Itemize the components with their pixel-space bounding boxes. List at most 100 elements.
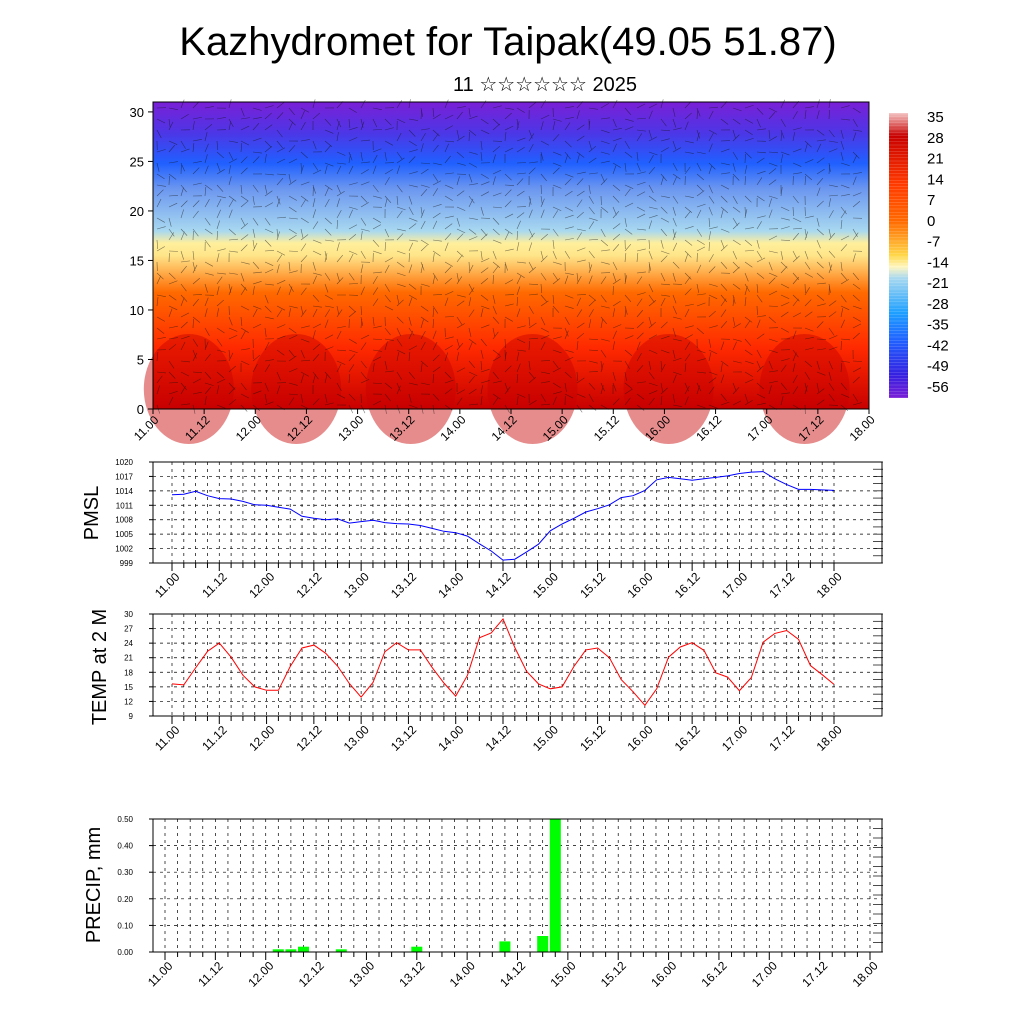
wind-barb — [756, 195, 765, 202]
wind-barb — [816, 338, 827, 340]
wind-barb — [828, 184, 838, 188]
wind-barb — [360, 342, 367, 351]
wind-barb — [480, 349, 484, 359]
wind-barb — [576, 377, 585, 384]
wind-barb — [780, 206, 790, 212]
wind-barb — [432, 341, 438, 351]
wind-barb — [420, 128, 430, 131]
wind-barb — [624, 294, 632, 302]
wind-barb — [468, 360, 476, 369]
wind-barb — [828, 210, 834, 219]
wind-barb — [636, 117, 646, 120]
wind-barb — [816, 187, 821, 197]
wind-barb — [804, 311, 813, 318]
wind-barb — [408, 118, 418, 121]
wind-barb — [552, 184, 562, 189]
wind-barb — [540, 283, 543, 293]
wind-barb — [252, 116, 262, 120]
wind-barb — [588, 195, 594, 204]
wind-barb — [156, 294, 166, 297]
wind-barb — [732, 360, 742, 364]
wind-barb — [372, 107, 382, 110]
wind-barb — [396, 165, 401, 175]
wind-barb — [468, 371, 478, 377]
wind-barb — [744, 151, 752, 159]
wind-barb — [576, 247, 586, 252]
wind-barb — [768, 162, 778, 167]
wind-barb — [156, 246, 165, 252]
wind-barb — [336, 305, 340, 315]
wind-barb — [540, 272, 547, 281]
wind-barb — [852, 132, 857, 142]
wind-barb — [648, 250, 653, 260]
wind-barb — [672, 231, 677, 241]
wind-barb — [360, 202, 369, 208]
wind-barb — [228, 118, 234, 128]
wind-barb — [756, 305, 758, 316]
wind-barb — [768, 136, 777, 142]
wind-barb — [408, 156, 416, 164]
wind-barb — [264, 269, 274, 274]
wind-barb — [852, 232, 859, 241]
wind-barb — [636, 404, 645, 411]
pmsl-y-tick-label: 1008 — [115, 516, 133, 525]
wind-barb — [336, 191, 345, 197]
wind-barb — [828, 109, 830, 120]
wind-barb — [168, 391, 178, 395]
wind-barb — [264, 364, 270, 373]
wind-barb — [840, 308, 844, 318]
wind-barb — [648, 321, 656, 329]
wind-barb — [720, 363, 723, 373]
wind-barb — [804, 143, 808, 153]
wind-barb — [660, 250, 670, 255]
wind-barb — [516, 338, 526, 344]
wind-barb — [324, 371, 332, 380]
figure-subtitle: 11 ☆☆☆☆☆☆ 2025 — [453, 74, 637, 96]
wind-barb — [792, 312, 802, 318]
wind-barb — [288, 327, 297, 334]
wind-barb — [408, 330, 414, 340]
wind-barb — [768, 235, 778, 241]
wind-barb — [276, 129, 283, 138]
wind-barb — [840, 279, 849, 285]
wind-barb — [600, 276, 607, 285]
precip-x-tick-label: 15.12 — [598, 958, 629, 989]
wind-barb — [648, 215, 658, 219]
wind-barb — [576, 371, 579, 381]
wind-barb — [816, 261, 824, 269]
wind-barb — [672, 305, 677, 315]
wind-barb — [636, 276, 643, 285]
wind-barb — [468, 264, 474, 274]
wind-barb — [228, 121, 232, 131]
wind-barb — [636, 393, 645, 400]
wind-barb — [840, 105, 850, 109]
wind-barb — [756, 257, 766, 263]
wind-barb — [516, 146, 525, 153]
wind-barb — [312, 330, 316, 340]
wind-barb — [444, 143, 449, 153]
wind-barb — [840, 393, 850, 398]
wind-barb — [768, 385, 772, 395]
wind-barb — [732, 338, 742, 342]
wind-barb — [468, 107, 471, 117]
wind-barb — [180, 209, 184, 219]
wind-barb — [696, 283, 700, 293]
wind-barb — [792, 217, 802, 223]
wind-barb — [768, 250, 778, 254]
wind-barb — [576, 228, 586, 232]
precip-x-tick-label: 13.12 — [396, 958, 427, 989]
wind-barb — [576, 151, 585, 158]
wind-barb — [216, 253, 220, 263]
wind-barb — [552, 396, 557, 406]
wind-barb — [300, 305, 304, 315]
wind-barb — [480, 396, 483, 406]
wind-barb — [696, 246, 706, 252]
wind-barb — [600, 129, 610, 134]
wind-barb — [372, 195, 382, 199]
wind-barb — [468, 217, 478, 220]
wind-barb — [612, 128, 622, 131]
wind-barb — [264, 393, 268, 403]
wind-barb — [840, 382, 848, 391]
wind-barb — [240, 360, 250, 366]
